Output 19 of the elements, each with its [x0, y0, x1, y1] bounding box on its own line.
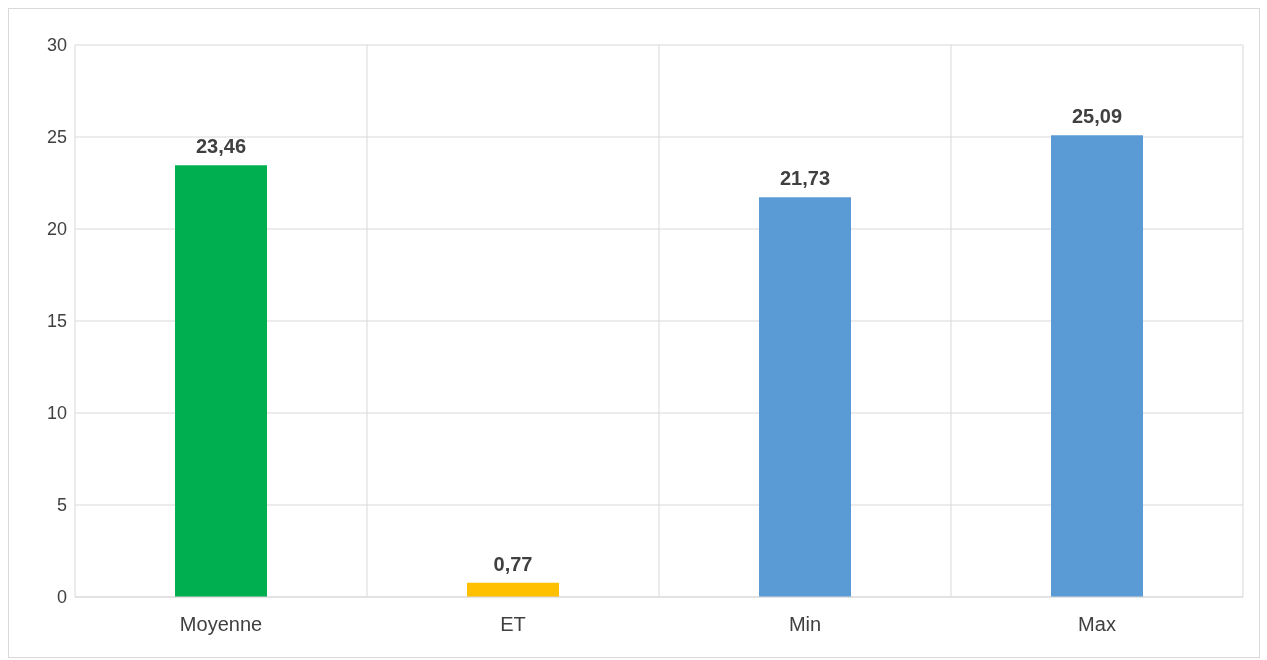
x-tick-label: ET — [500, 613, 526, 636]
data-label: 23,46 — [195, 135, 247, 158]
data-label: 21,73 — [779, 167, 831, 190]
y-tick-label: 20 — [46, 219, 67, 240]
y-tick-label: 15 — [46, 311, 67, 332]
y-tick-label: 5 — [56, 495, 67, 516]
bar — [759, 197, 851, 597]
data-label: 25,09 — [1071, 105, 1123, 128]
y-tick-label: 10 — [46, 403, 67, 424]
x-tick-label: Moyenne — [179, 613, 263, 636]
x-tick-label: Max — [1078, 613, 1116, 636]
y-tick-label: 30 — [46, 35, 67, 56]
bar — [1051, 135, 1143, 597]
bar — [467, 582, 559, 597]
y-tick-label: 25 — [46, 127, 67, 148]
x-tick-label: Min — [788, 613, 822, 636]
data-label: 0,77 — [493, 552, 533, 575]
y-tick-label: 0 — [56, 587, 67, 608]
bar — [175, 165, 267, 597]
